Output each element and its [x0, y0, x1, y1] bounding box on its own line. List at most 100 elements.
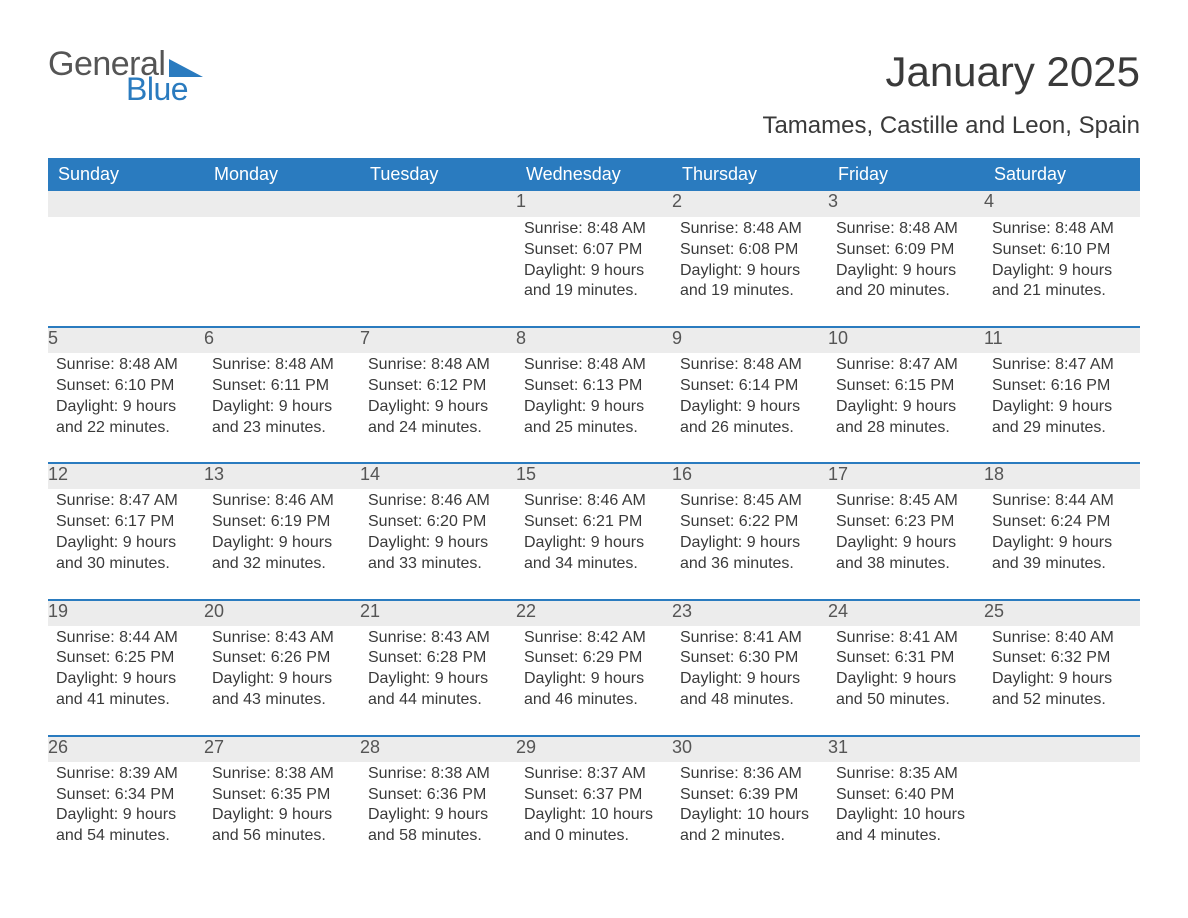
- day-data: Sunrise: 8:48 AMSunset: 6:12 PMDaylight:…: [360, 353, 516, 463]
- day-sunrise: Sunrise: 8:48 AM: [368, 355, 508, 376]
- day-daylight1: Daylight: 9 hours: [212, 669, 352, 690]
- day-data: [984, 762, 1140, 871]
- day-sunrise: Sunrise: 8:44 AM: [56, 628, 196, 649]
- day-sunset: Sunset: 6:10 PM: [992, 240, 1132, 261]
- day-sunrise: Sunrise: 8:45 AM: [836, 491, 976, 512]
- day-sunset: Sunset: 6:22 PM: [680, 512, 820, 533]
- day-sunrise: Sunrise: 8:46 AM: [368, 491, 508, 512]
- day-data: Sunrise: 8:48 AMSunset: 6:07 PMDaylight:…: [516, 217, 672, 327]
- day-daylight1: Daylight: 9 hours: [212, 533, 352, 554]
- day-number: 4: [984, 191, 1140, 217]
- week-number-row: 12131415161718: [48, 463, 1140, 489]
- day-data: Sunrise: 8:41 AMSunset: 6:31 PMDaylight:…: [828, 626, 984, 736]
- day-daylight1: Daylight: 9 hours: [56, 397, 196, 418]
- day-header-tue: Tuesday: [360, 158, 516, 191]
- day-data: Sunrise: 8:48 AMSunset: 6:13 PMDaylight:…: [516, 353, 672, 463]
- day-daylight2: and 30 minutes.: [56, 554, 196, 575]
- day-daylight1: Daylight: 9 hours: [836, 261, 976, 282]
- day-sunrise: Sunrise: 8:43 AM: [212, 628, 352, 649]
- day-number: 15: [516, 463, 672, 489]
- day-daylight2: and 22 minutes.: [56, 418, 196, 439]
- day-daylight1: Daylight: 9 hours: [836, 397, 976, 418]
- day-number: 14: [360, 463, 516, 489]
- day-sunrise: Sunrise: 8:38 AM: [212, 764, 352, 785]
- day-sunset: Sunset: 6:25 PM: [56, 648, 196, 669]
- day-number: 18: [984, 463, 1140, 489]
- day-sunset: Sunset: 6:26 PM: [212, 648, 352, 669]
- day-data: Sunrise: 8:39 AMSunset: 6:34 PMDaylight:…: [48, 762, 204, 871]
- day-sunset: Sunset: 6:40 PM: [836, 785, 976, 806]
- day-sunset: Sunset: 6:37 PM: [524, 785, 664, 806]
- day-daylight2: and 46 minutes.: [524, 690, 664, 711]
- day-data: Sunrise: 8:45 AMSunset: 6:23 PMDaylight:…: [828, 489, 984, 599]
- day-daylight1: Daylight: 10 hours: [524, 805, 664, 826]
- day-sunrise: Sunrise: 8:47 AM: [836, 355, 976, 376]
- day-data: Sunrise: 8:41 AMSunset: 6:30 PMDaylight:…: [672, 626, 828, 736]
- logo-text-blue: Blue: [126, 74, 203, 104]
- day-daylight2: and 44 minutes.: [368, 690, 508, 711]
- day-daylight1: Daylight: 9 hours: [680, 533, 820, 554]
- day-data: Sunrise: 8:37 AMSunset: 6:37 PMDaylight:…: [516, 762, 672, 871]
- day-daylight2: and 54 minutes.: [56, 826, 196, 847]
- day-sunrise: Sunrise: 8:48 AM: [836, 219, 976, 240]
- day-data: Sunrise: 8:44 AMSunset: 6:25 PMDaylight:…: [48, 626, 204, 736]
- day-sunrise: Sunrise: 8:48 AM: [212, 355, 352, 376]
- day-daylight1: Daylight: 9 hours: [56, 805, 196, 826]
- day-daylight1: Daylight: 9 hours: [836, 669, 976, 690]
- day-number: 9: [672, 327, 828, 353]
- title-block: January 2025 Tamames, Castille and Leon,…: [762, 48, 1140, 140]
- day-sunrise: Sunrise: 8:48 AM: [524, 219, 664, 240]
- day-data: Sunrise: 8:35 AMSunset: 6:40 PMDaylight:…: [828, 762, 984, 871]
- day-sunrise: Sunrise: 8:38 AM: [368, 764, 508, 785]
- day-data: Sunrise: 8:47 AMSunset: 6:16 PMDaylight:…: [984, 353, 1140, 463]
- day-data: [360, 217, 516, 327]
- week-data-row: Sunrise: 8:44 AMSunset: 6:25 PM Daylight:…: [48, 626, 1140, 736]
- day-header-sat: Saturday: [984, 158, 1140, 191]
- day-daylight2: and 41 minutes.: [56, 690, 196, 711]
- day-daylight2: and 24 minutes.: [368, 418, 508, 439]
- day-daylight1: Daylight: 9 hours: [836, 533, 976, 554]
- day-number: 26: [48, 736, 204, 762]
- day-daylight2: and 32 minutes.: [212, 554, 352, 575]
- day-number: 31: [828, 736, 984, 762]
- day-sunset: Sunset: 6:19 PM: [212, 512, 352, 533]
- day-daylight2: and 48 minutes.: [680, 690, 820, 711]
- day-daylight1: Daylight: 9 hours: [368, 533, 508, 554]
- day-sunrise: Sunrise: 8:48 AM: [992, 219, 1132, 240]
- day-daylight1: Daylight: 9 hours: [524, 397, 664, 418]
- day-sunset: Sunset: 6:16 PM: [992, 376, 1132, 397]
- day-daylight2: and 34 minutes.: [524, 554, 664, 575]
- day-daylight2: and 52 minutes.: [992, 690, 1132, 711]
- day-sunrise: Sunrise: 8:40 AM: [992, 628, 1132, 649]
- day-number: 23: [672, 600, 828, 626]
- day-number: 17: [828, 463, 984, 489]
- day-daylight2: and 4 minutes.: [836, 826, 976, 847]
- day-daylight2: and 23 minutes.: [212, 418, 352, 439]
- day-data: Sunrise: 8:48 AMSunset: 6:08 PMDaylight:…: [672, 217, 828, 327]
- week-data-row: Sunrise: 8:48 AMSunset: 6:10 PMDaylight:…: [48, 353, 1140, 463]
- day-number: [984, 736, 1140, 762]
- day-sunrise: Sunrise: 8:48 AM: [680, 355, 820, 376]
- day-daylight2: and 21 minutes.: [992, 281, 1132, 302]
- day-daylight1: Daylight: 9 hours: [368, 397, 508, 418]
- calendar-table: Sunday Monday Tuesday Wednesday Thursday…: [48, 158, 1140, 871]
- day-sunset: Sunset: 6:31 PM: [836, 648, 976, 669]
- day-data: Sunrise: 8:36 AMSunset: 6:39 PMDaylight:…: [672, 762, 828, 871]
- day-data: Sunrise: 8:43 AMSunset: 6:28 PMDaylight:…: [360, 626, 516, 736]
- day-sunset: Sunset: 6:11 PM: [212, 376, 352, 397]
- day-number: 16: [672, 463, 828, 489]
- day-sunset: Sunset: 6:21 PM: [524, 512, 664, 533]
- day-number: 24: [828, 600, 984, 626]
- day-daylight1: Daylight: 9 hours: [212, 397, 352, 418]
- day-data: Sunrise: 8:45 AMSunset: 6:22 PMDaylight:…: [672, 489, 828, 599]
- day-daylight2: and 36 minutes.: [680, 554, 820, 575]
- day-daylight2: and 50 minutes.: [836, 690, 976, 711]
- week-number-row: 1234: [48, 191, 1140, 217]
- day-sunset: Sunset: 6:17 PM: [56, 512, 196, 533]
- day-number: 22: [516, 600, 672, 626]
- day-data: Sunrise: 8:38 AMSunset: 6:36 PMDaylight:…: [360, 762, 516, 871]
- day-sunset: Sunset: 6:23 PM: [836, 512, 976, 533]
- day-data: Sunrise: 8:48 AMSunset: 6:09 PMDaylight:…: [828, 217, 984, 327]
- day-sunset: Sunset: 6:39 PM: [680, 785, 820, 806]
- day-sunset: Sunset: 6:15 PM: [836, 376, 976, 397]
